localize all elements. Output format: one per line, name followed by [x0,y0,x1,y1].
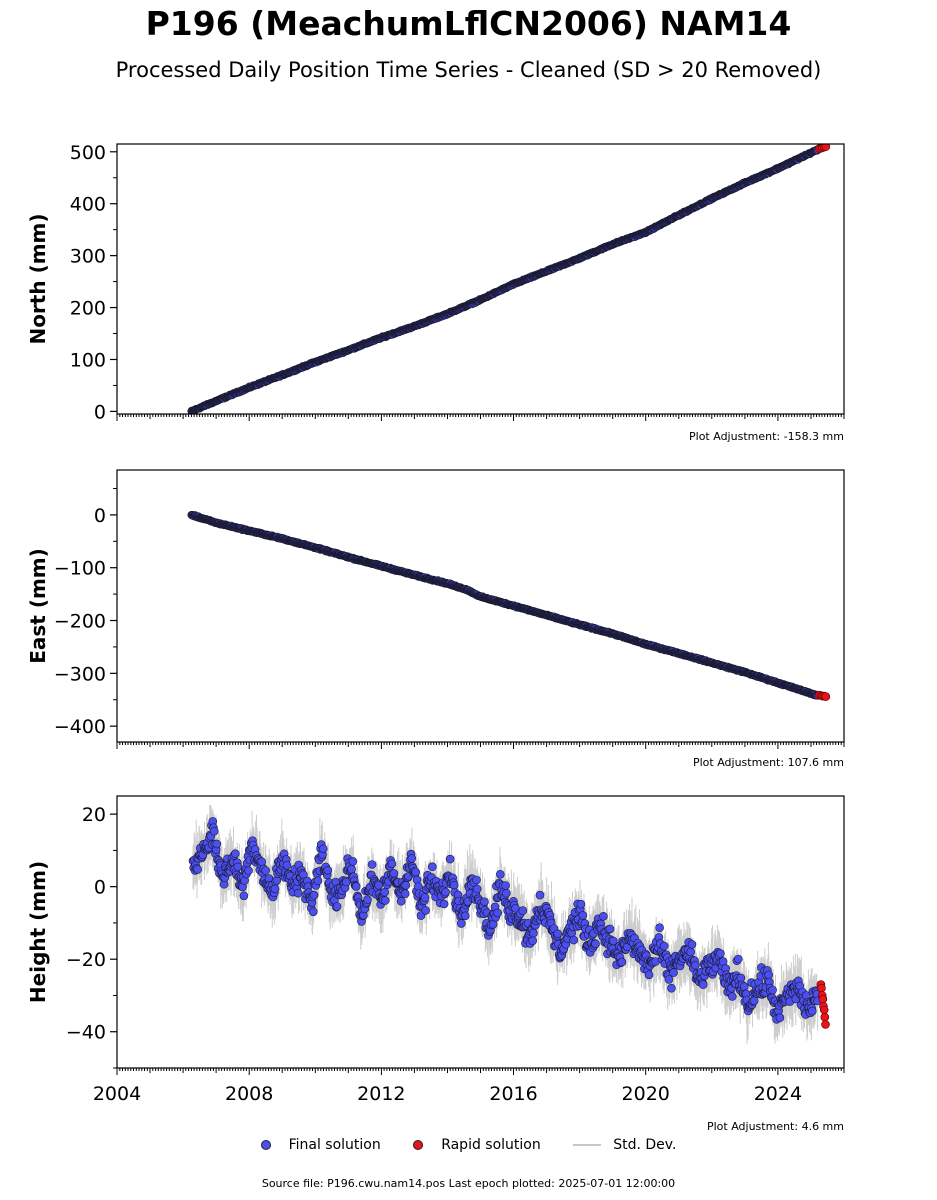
y-tick-label: −300 [54,663,106,685]
final-points-north [187,145,822,414]
panel-east: 0 −100 −200 −300 −400 East (mm) Plot Adjustmen… [26,469,845,769]
x-axis-east [116,742,845,749]
y-tick-label: −100 [54,558,106,580]
chart-title: P196 (MeachumLflCN2006) NAM14 [145,4,792,43]
axes-frame-east [116,469,845,743]
plot-adjustment-east: Plot Adjustment: 107.6 mm [693,756,844,769]
y-tick-label: 300 [70,246,106,268]
x-axis-north [116,414,845,421]
plot-area-east [187,511,831,701]
rapid-points-east [814,690,831,701]
plot-adjustment-north: Plot Adjustment: -158.3 mm [689,430,844,443]
stddev-bars-height [192,804,819,1045]
y-tick-label: 200 [70,298,106,320]
rapid-point [821,144,831,151]
y-tick-label: 100 [70,349,106,371]
y-tick-label: 500 [70,142,106,164]
chart-subtitle: Processed Daily Position Time Series - C… [115,58,822,82]
y-tick-label: −400 [54,716,106,738]
y-tick-label: 400 [70,194,106,216]
y-axis-label-east: East (mm) [26,548,50,664]
rapid-points-north [814,144,831,153]
plot-area-height [188,804,830,1045]
y-axis-north: 0 100 200 300 400 500 [70,142,117,423]
y-axis-label-north: North (mm) [26,213,50,344]
plot-area-north [187,144,831,414]
panel-north: 0 100 200 300 400 500 North (mm) Plot Adjustmen… [26,142,845,443]
rapid-point [821,692,831,701]
final-points-east [187,511,822,700]
y-tick-label: 0 [94,401,106,423]
y-tick-label: 0 [94,505,106,527]
y-tick-label: −200 [54,611,106,633]
y-axis-east: 0 −100 −200 −300 −400 [54,487,117,738]
